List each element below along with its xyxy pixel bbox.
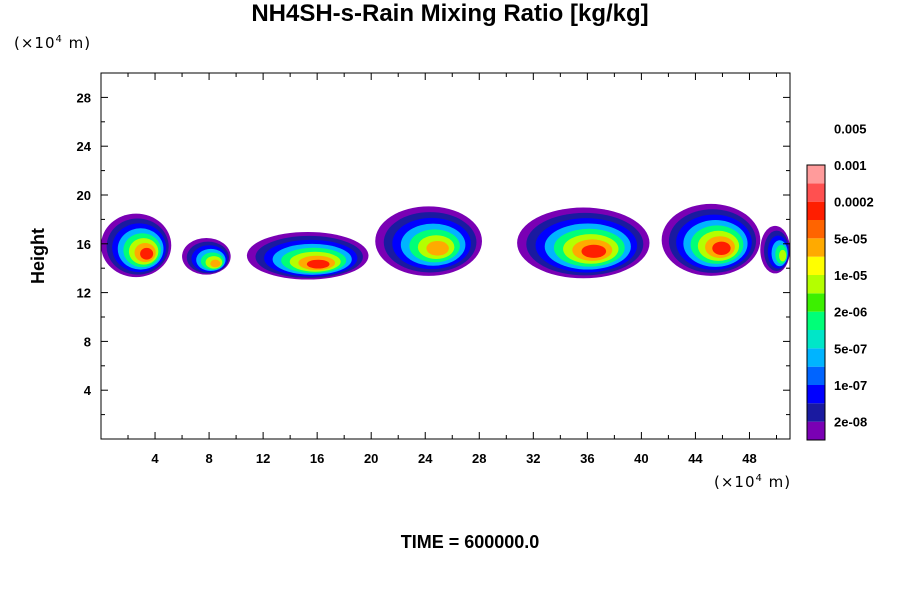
colorbar-swatch (807, 311, 825, 330)
cloud-contour (210, 259, 221, 268)
colorbar-swatch (807, 293, 825, 312)
cloud-contour (426, 240, 449, 256)
cloud-contour (712, 241, 731, 255)
colorbar-swatch (807, 165, 825, 184)
x-axis-unit: (×104 m) (714, 473, 792, 491)
colorbar: 2e-08 1e-07 5e-07 2e-06 1e-05 5e-05 0.0002 0.00… (806, 121, 874, 441)
colorbar-swatch (807, 220, 825, 239)
x-tick-label: 12 (256, 451, 270, 466)
y-tick-label: 20 (77, 188, 91, 203)
colorbar-swatch (807, 348, 825, 367)
colorbar-swatch (807, 275, 825, 294)
y-axis: 4 8 12 16 20 24 28 (77, 90, 790, 416)
y-tick-label: 12 (77, 286, 91, 301)
colorbar-label: 0.001 (834, 158, 867, 173)
x-tick-label: 32 (526, 451, 540, 466)
plot-frame (100, 72, 791, 440)
x-tick-label: 4 (151, 451, 159, 466)
colorbar-swatch (807, 238, 825, 257)
cloud-contour (581, 244, 607, 258)
x-axis: 4 8 12 16 20 24 28 32 36 40 44 48 (127, 73, 777, 466)
y-tick-label: 24 (77, 139, 92, 154)
y-tick-label: 8 (84, 334, 91, 349)
y-tick-label: 28 (77, 90, 91, 105)
time-label: TIME = 600000.0 (400, 532, 540, 552)
cloud-contour (306, 259, 330, 269)
colorbar-label: 0.005 (834, 121, 867, 136)
colorbar-label: 1e-07 (834, 378, 867, 393)
x-tick-label: 48 (742, 451, 756, 466)
chart-title: NH4SH-s-Rain Mixing Ratio [kg/kg] (251, 0, 649, 27)
cloud-contour (779, 249, 787, 262)
colorbar-swatch (807, 366, 825, 385)
x-tick-label: 28 (472, 451, 486, 466)
cloud-contour (140, 247, 154, 260)
colorbar-swatch (807, 385, 825, 404)
x-tick-label: 36 (580, 451, 594, 466)
cloud-field (101, 203, 790, 280)
colorbar-swatch (807, 421, 825, 440)
colorbar-frame (806, 164, 826, 441)
colorbar-label: 5e-05 (834, 231, 867, 246)
colorbar-label: 5e-07 (834, 341, 867, 356)
colorbar-label: 2e-06 (834, 305, 867, 320)
x-tick-label: 40 (634, 451, 648, 466)
y-tick-label: 4 (84, 383, 92, 398)
x-tick-label: 24 (418, 451, 433, 466)
colorbar-swatch (807, 183, 825, 202)
colorbar-label: 2e-08 (834, 415, 867, 430)
y-axis-unit: (×104 m) (14, 34, 92, 52)
colorbar-swatch (807, 201, 825, 220)
y-tick-label: 16 (77, 237, 91, 252)
x-tick-label: 44 (688, 451, 703, 466)
x-tick-label: 8 (205, 451, 212, 466)
x-tick-label: 16 (310, 451, 324, 466)
colorbar-swatch (807, 403, 825, 422)
colorbar-swatch (807, 330, 825, 349)
colorbar-label: 0.0002 (834, 195, 874, 210)
x-tick-label: 20 (364, 451, 378, 466)
colorbar-label: 1e-05 (834, 268, 867, 283)
colorbar-swatch (807, 256, 825, 275)
